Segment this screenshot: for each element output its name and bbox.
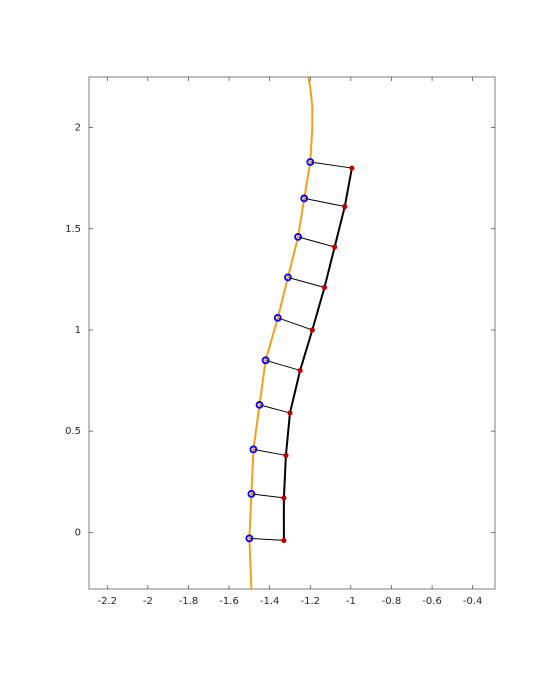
x-tick-label: -1.8 [179, 596, 199, 607]
x-tick-label: -1 [346, 596, 356, 607]
marker [245, 534, 254, 543]
y-tick-label: 1.5 [65, 224, 81, 235]
link-line [259, 404, 291, 414]
marker [342, 203, 348, 210]
x-tick-label: -1.6 [219, 596, 239, 607]
marker [306, 158, 315, 166]
marker [321, 284, 328, 291]
series-line [248, 76, 314, 590]
link-line [310, 161, 352, 169]
link-line [304, 197, 345, 208]
x-tick-label: -0.4 [463, 596, 483, 607]
marker [297, 367, 303, 374]
marker [247, 489, 256, 498]
marker [255, 400, 264, 409]
link-line [297, 236, 335, 248]
y-tick-label: 0.5 [65, 426, 81, 437]
marker [309, 327, 315, 333]
marker [332, 244, 338, 250]
marker [294, 232, 302, 241]
marker [273, 313, 282, 322]
marker [283, 452, 289, 459]
x-tick-label: -1.4 [260, 596, 280, 607]
link-line [277, 317, 313, 331]
y-tick-label: 0 [75, 527, 81, 538]
marker [300, 194, 309, 203]
link-line [265, 359, 301, 371]
link-line [251, 493, 284, 499]
y-tick-label: 1 [75, 325, 81, 336]
link-line [287, 276, 325, 288]
x-tick-label: -0.8 [382, 596, 402, 607]
marker [284, 273, 292, 282]
series-line [282, 167, 353, 541]
x-tick-label: -2 [143, 596, 153, 607]
y-tick-label: 2 [75, 123, 81, 134]
link-line [253, 448, 287, 456]
marker [287, 410, 293, 416]
marker [349, 165, 355, 171]
link-line [249, 537, 284, 541]
marker [249, 445, 258, 454]
plot-area [88, 76, 496, 590]
marker [281, 537, 287, 544]
x-tick-label: -1.2 [301, 596, 321, 607]
marker [281, 495, 287, 501]
x-tick-label: -0.6 [422, 596, 442, 607]
marker [261, 356, 270, 365]
x-tick-label: -2.2 [98, 596, 118, 607]
